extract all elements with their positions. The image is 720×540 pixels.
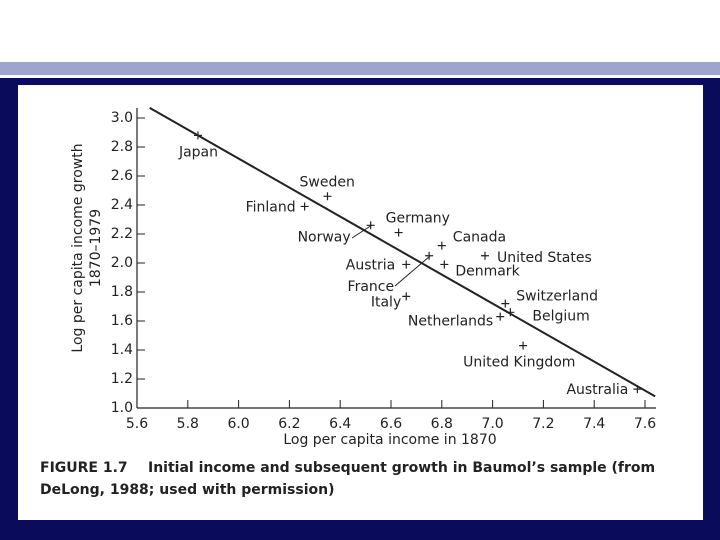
point-label: Denmark xyxy=(455,263,520,279)
fit-line xyxy=(149,106,656,398)
point-label: Switzerland xyxy=(516,289,598,305)
x-tick-label: 6.4 xyxy=(329,416,351,432)
y-axis-label: Log per capita income growth xyxy=(70,143,86,352)
caption-line-2: DeLong, 1988; used with permission) xyxy=(40,482,335,498)
data-point xyxy=(323,192,332,201)
data-point xyxy=(300,202,309,211)
x-tick-label: 6.0 xyxy=(227,416,249,432)
data-point xyxy=(425,251,434,260)
y-tick-label: 2.0 xyxy=(111,255,133,271)
header-band xyxy=(0,62,720,75)
y-tick-label: 1.4 xyxy=(111,342,133,358)
x-axis-label: Log per capita income in 1870 xyxy=(283,432,496,448)
point-label: United Kingdom xyxy=(463,355,575,371)
y-tick-label: 1.0 xyxy=(111,400,133,416)
point-label: Finland xyxy=(246,199,296,215)
leader-line xyxy=(351,224,373,239)
x-tick-label: 7.6 xyxy=(634,416,656,432)
x-tick-label: 5.8 xyxy=(177,416,199,432)
data-point xyxy=(437,241,446,250)
data-point xyxy=(440,260,449,269)
data-point xyxy=(193,131,202,140)
point-label: Italy xyxy=(371,294,401,310)
point-label: Netherlands xyxy=(408,314,493,330)
leader-line xyxy=(394,255,431,287)
x-tick-label: 7.4 xyxy=(583,416,605,432)
point-label: Australia xyxy=(566,382,628,398)
point-label: Germany xyxy=(386,211,450,227)
data-point xyxy=(506,308,515,317)
data-point xyxy=(501,299,510,308)
x-tick-label: 6.6 xyxy=(380,416,402,432)
data-point xyxy=(496,312,505,321)
figure-panel xyxy=(18,85,703,520)
y-tick-label: 1.2 xyxy=(111,371,133,387)
y-tick-label: 2.2 xyxy=(111,226,133,242)
point-label: Austria xyxy=(346,257,395,273)
data-point xyxy=(633,385,642,394)
point-label: France xyxy=(348,279,395,295)
x-tick-label: 7.0 xyxy=(481,416,503,432)
y-tick-label: 1.6 xyxy=(111,313,133,329)
data-point xyxy=(402,292,411,301)
x-tick-label: 7.2 xyxy=(532,416,554,432)
point-label: Norway xyxy=(298,229,351,245)
y-tick-label: 1.8 xyxy=(111,284,133,300)
point-label: Japan xyxy=(178,144,218,160)
y-tick-label: 2.4 xyxy=(111,197,133,213)
x-tick-label: 6.8 xyxy=(431,416,453,432)
data-point xyxy=(402,260,411,269)
data-point xyxy=(519,341,528,350)
y-tick-label: 2.8 xyxy=(111,139,133,155)
point-label: Canada xyxy=(453,230,506,246)
x-tick-label: 5.6 xyxy=(126,416,148,432)
y-axis-label-period: 1870–1979 xyxy=(88,209,104,287)
point-label: Belgium xyxy=(532,308,589,324)
point-label: Sweden xyxy=(300,174,355,190)
x-tick-label: 6.2 xyxy=(278,416,300,432)
data-point xyxy=(394,228,403,237)
caption-line-1: Initial income and subsequent growth in … xyxy=(148,460,655,476)
point-label: United States xyxy=(497,250,592,266)
data-point xyxy=(480,251,489,260)
y-tick-label: 3.0 xyxy=(111,110,133,126)
y-tick-label: 2.6 xyxy=(111,168,133,184)
caption-number: FIGURE 1.7 xyxy=(40,460,128,476)
